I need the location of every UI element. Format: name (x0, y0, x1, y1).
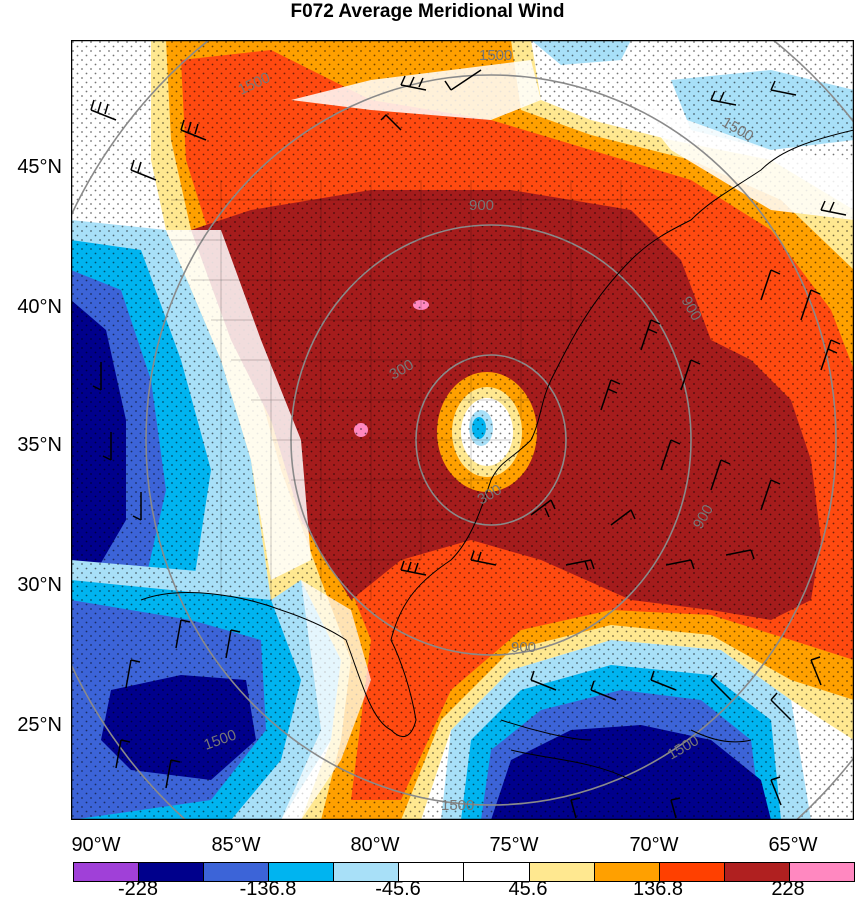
state-county-grid (171, 180, 671, 600)
colorbar-swatch (334, 863, 400, 881)
lat-label: 40°N (17, 296, 62, 318)
stipple-mask-white-west (166, 230, 311, 580)
colorbar-swatch (594, 863, 660, 881)
colorbar-swatch (139, 863, 205, 881)
map-border (71, 40, 854, 820)
colorbar-swatch (789, 863, 854, 881)
map-title: F072 Average Meridional Wind (290, 1, 565, 22)
colorbar (73, 862, 855, 882)
contour-label: 900 (511, 639, 536, 656)
colorbar-swatch (399, 863, 465, 881)
colorbar-label: 228 (771, 878, 805, 900)
contour-label: 1500 (479, 47, 512, 64)
lon-label: 65°W (768, 834, 818, 856)
colorbar-label: -228 (117, 878, 159, 900)
lon-label: 75°W (489, 834, 539, 856)
coastline (140, 129, 854, 781)
colorbar-swatch (724, 863, 790, 881)
colorbar-swatch (464, 863, 530, 881)
stipple-mask-white-northeast (631, 100, 854, 220)
colorbar-swatch (529, 863, 595, 881)
colorbar-label: 136.8 (632, 878, 684, 900)
colorbar-swatch (204, 863, 270, 881)
lon-label: 85°W (211, 834, 261, 856)
contour-label: 1500 (441, 797, 474, 814)
colorbar-label: -45.6 (375, 878, 421, 900)
lat-label: 25°N (17, 714, 62, 736)
lat-label: 45°N (17, 156, 62, 178)
colorbar-label: 45.6 (508, 878, 548, 900)
wind-map: 1500 1500 1500 1500 1500 1500 900 900 90… (71, 40, 854, 820)
lat-label: 30°N (17, 574, 62, 596)
colorbar-label: -136.8 (239, 878, 297, 900)
contour-label: 900 (469, 197, 494, 214)
lon-label: 90°W (71, 834, 121, 856)
stipple-mask-white-south (281, 580, 371, 820)
lon-label: 80°W (350, 834, 400, 856)
colorbar-swatch (659, 863, 725, 881)
lat-label: 35°N (17, 434, 62, 456)
lon-label: 70°W (629, 834, 679, 856)
wind-barbs (90, 69, 847, 819)
colorbar-swatch (269, 863, 335, 881)
colorbar-swatch (74, 863, 140, 881)
